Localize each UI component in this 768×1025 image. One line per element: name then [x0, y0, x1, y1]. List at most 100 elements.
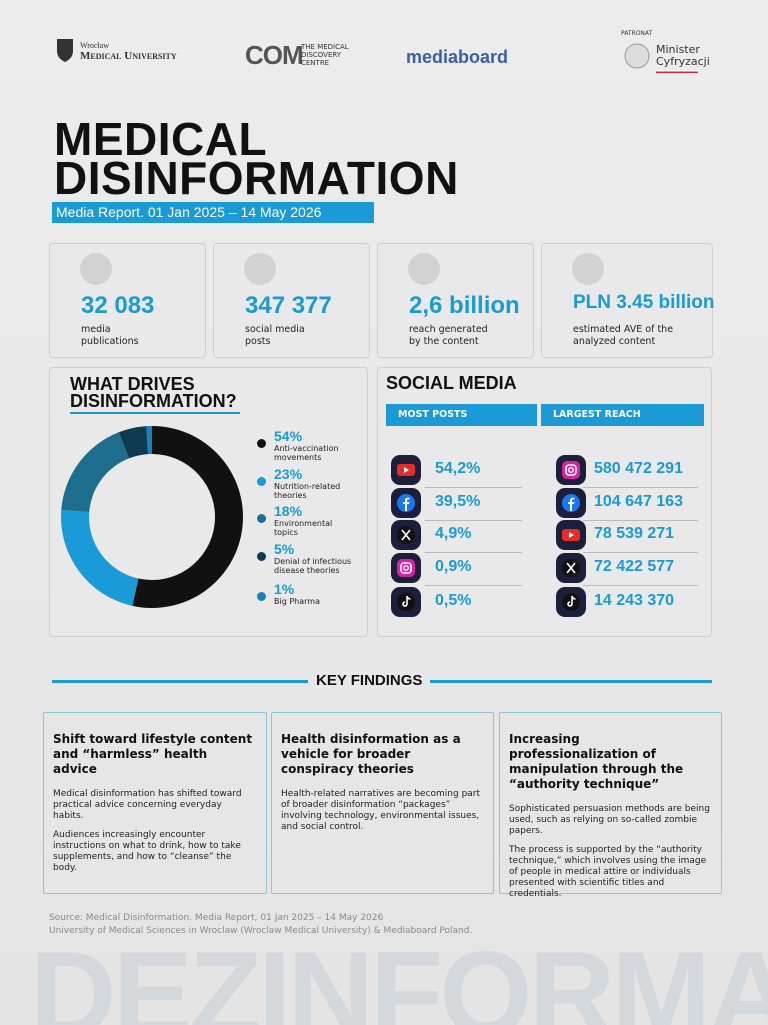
panel-title: SOCIAL MEDIA — [386, 373, 517, 393]
legend-label: Environmental topics — [274, 519, 333, 537]
reach-value: 104 647 163 — [594, 493, 683, 510]
legend-dot — [257, 477, 266, 486]
finding-text: Sophisticated persuasion methods are bei… — [509, 804, 710, 836]
row-separator — [425, 520, 522, 521]
logo-text: Minister — [656, 43, 700, 56]
finding-content: Health disinformation as a vehicle for b… — [281, 732, 482, 833]
donut-slice — [118, 426, 149, 459]
stat-card — [377, 243, 534, 358]
reach-value: 14 243 370 — [594, 592, 675, 609]
row-separator — [425, 585, 522, 586]
underline — [70, 412, 240, 414]
stat-card — [49, 243, 206, 358]
platform-icon — [556, 520, 586, 550]
legend-value: 23% — [274, 466, 303, 482]
donut-chart — [61, 426, 243, 608]
finding-text: Audiences increasingly encounter instruc… — [53, 830, 241, 873]
logo-text: Cyfryzacji — [656, 55, 710, 68]
legend-dot — [257, 552, 266, 561]
row-separator — [583, 552, 698, 553]
stat-value: 32 083 — [81, 292, 155, 319]
finding-text: Medical disinformation has shifted towar… — [53, 789, 242, 821]
stat-value: PLN 3.45 billion — [573, 292, 715, 313]
stat-value: 2,6 billion — [409, 292, 520, 319]
finding-text: The process is supported by the “authori… — [509, 845, 707, 899]
stat-icon — [408, 253, 440, 285]
row-separator — [583, 487, 698, 488]
finding-card — [499, 712, 722, 894]
logo-text: Medical University — [80, 50, 177, 62]
logo-text: THE MEDICAL DISCOVERY CENTRE — [301, 43, 349, 67]
row-separator — [425, 487, 522, 488]
legend-value: 54% — [274, 428, 303, 444]
finding-title: Shift toward lifestyle content and “harm… — [53, 732, 253, 776]
source: University of Medical Sciences in Wrocla… — [49, 926, 473, 936]
section-title: KEY FINDINGS — [308, 672, 431, 689]
stat-label: media publications — [81, 324, 139, 347]
watermark: DEZINFORMACJA — [30, 927, 768, 1025]
most-posts-value: 0,5% — [435, 592, 472, 609]
finding-title: Health disinformation as a vehicle for b… — [281, 732, 461, 776]
platform-icon — [391, 455, 421, 485]
stat-card — [541, 243, 713, 358]
donut-slice — [61, 509, 139, 606]
logo-text: Wrocław — [80, 41, 109, 50]
legend-label: Denial of infectious disease theories — [274, 557, 352, 575]
stat-icon — [244, 253, 276, 285]
row-separator — [425, 552, 522, 553]
legend-dot — [257, 514, 266, 523]
donut-slice — [132, 426, 243, 608]
subtitle: Media Report. 01 Jan 2025 – 14 May 2026 — [52, 202, 374, 223]
platform-icon — [391, 488, 421, 518]
finding-content: Shift toward lifestyle content and “harm… — [53, 732, 255, 874]
legend-label: Nutrition-related theories — [274, 482, 341, 500]
eagle-icon — [624, 43, 650, 69]
legend-dot — [257, 592, 266, 601]
title: DISINFORMATION — [54, 152, 459, 204]
donut-slice — [61, 432, 130, 513]
most-posts-value: 4,9% — [435, 525, 472, 542]
stat-label: estimated AVE of the analyzed content — [573, 324, 674, 347]
chart-title: WHAT DRIVES DISINFORMATION? — [70, 374, 237, 411]
finding-card — [271, 712, 494, 894]
most-posts-value: 39,5% — [435, 493, 481, 510]
platform-icon — [556, 587, 586, 617]
platform-icon — [556, 455, 586, 485]
stat-card — [213, 243, 370, 358]
reach-value: 580 472 291 — [594, 460, 683, 477]
column-header: LARGEST REACH — [541, 404, 704, 426]
flag — [656, 70, 698, 73]
stat-value: 347 377 — [245, 292, 332, 319]
legend-value: 5% — [274, 541, 295, 557]
platform-icon — [556, 553, 586, 583]
column-header: MOST POSTS — [386, 404, 537, 426]
crest-icon — [57, 39, 73, 62]
legend-value: 18% — [274, 503, 303, 519]
donut-slice — [146, 426, 152, 455]
stat-label: reach generated by the content — [409, 324, 488, 347]
platform-icon — [391, 587, 421, 617]
stat-icon — [572, 253, 604, 285]
row-separator — [583, 585, 698, 586]
finding-title: Increasing professionalization of manipu… — [509, 732, 684, 791]
title: MEDICAL — [54, 113, 268, 165]
platform-icon — [391, 553, 421, 583]
row-separator — [583, 520, 698, 521]
finding-text: Health-related narratives are becoming p… — [281, 789, 481, 832]
most-posts-value: 0,9% — [435, 558, 472, 575]
stat-icon — [80, 253, 112, 285]
platform-icon — [556, 488, 586, 518]
most-posts-value: 54,2% — [435, 460, 481, 477]
legend-value: 1% — [274, 581, 295, 597]
stat-label: social media posts — [245, 324, 305, 347]
logo-text: mediaboard — [406, 47, 509, 67]
legend-label: Big Pharma — [274, 597, 320, 606]
logo-text: COM — [245, 40, 304, 70]
platform-icon — [391, 520, 421, 550]
reach-value: 78 539 271 — [594, 525, 675, 542]
finding-card — [43, 712, 267, 894]
finding-content: Increasing professionalization of manipu… — [509, 732, 710, 900]
legend-dot — [257, 439, 266, 448]
reach-value: 72 422 577 — [594, 558, 675, 575]
